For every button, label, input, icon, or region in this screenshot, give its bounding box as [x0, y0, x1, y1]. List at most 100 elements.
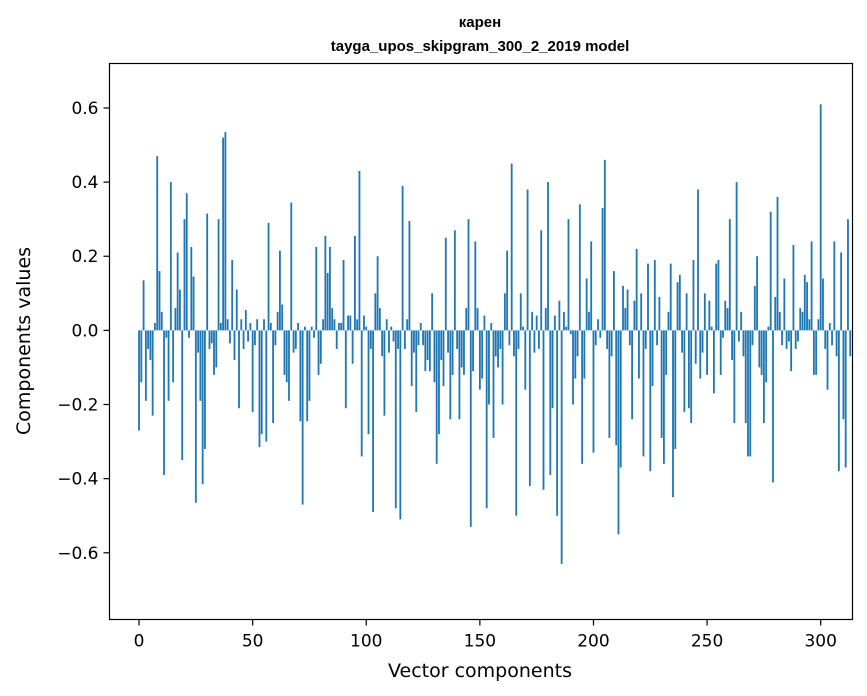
- bar-99: [363, 315, 365, 331]
- bar-93: [349, 315, 352, 331]
- bar-142: [460, 330, 463, 368]
- bar-140: [456, 330, 459, 349]
- bar-211: [617, 330, 620, 535]
- bar-224: [647, 263, 649, 331]
- bar-115: [399, 330, 402, 520]
- bar-48: [247, 330, 250, 342]
- bar-10: [160, 311, 163, 331]
- bar-195: [581, 330, 584, 464]
- bar-4: [147, 330, 150, 349]
- bar-270: [751, 330, 754, 346]
- bar-1: [140, 330, 143, 383]
- bar-184: [556, 330, 559, 516]
- bar-82: [324, 235, 327, 331]
- bar-272: [756, 256, 758, 331]
- bar-232: [665, 330, 668, 375]
- bar-241: [685, 293, 688, 331]
- bar-91: [344, 330, 347, 409]
- bar-187: [563, 311, 565, 331]
- bar-221: [640, 293, 643, 331]
- x-tick-label-0: 0: [134, 632, 145, 652]
- bar-73: [304, 326, 306, 331]
- bar-68: [292, 330, 295, 353]
- y-tick-label-0: −0.6: [57, 544, 98, 564]
- bar-231: [663, 330, 665, 464]
- bar-129: [431, 293, 434, 331]
- bar-5: [149, 330, 152, 361]
- y-tick-label-5: 0.4: [71, 173, 98, 193]
- bar-120: [410, 330, 413, 386]
- x-tick-label-200: 200: [577, 632, 609, 652]
- bar-59: [272, 330, 275, 424]
- bar-206: [606, 330, 609, 349]
- bar-159: [499, 330, 502, 349]
- bar-281: [776, 196, 779, 331]
- bar-156: [492, 330, 495, 438]
- bar-144: [465, 308, 468, 331]
- bar-260: [728, 219, 731, 331]
- x-tick-label-250: 250: [691, 632, 723, 652]
- bar-132: [438, 330, 440, 435]
- bar-12: [165, 330, 168, 338]
- bar-237: [676, 282, 679, 331]
- bar-122: [415, 330, 418, 412]
- bar-249: [703, 293, 706, 331]
- bar-30: [206, 213, 209, 331]
- bar-117: [403, 330, 406, 349]
- bar-239: [681, 330, 683, 353]
- bar-261: [731, 330, 733, 361]
- bar-244: [692, 259, 695, 331]
- bar-60: [274, 330, 277, 346]
- bar-112: [392, 330, 395, 342]
- bar-124: [419, 322, 422, 331]
- bar-256: [719, 330, 722, 375]
- bar-146: [469, 330, 472, 527]
- bar-25: [194, 330, 197, 503]
- bar-284: [783, 278, 786, 331]
- bar-32: [210, 330, 213, 344]
- bar-2: [142, 280, 145, 331]
- bar-154: [488, 330, 490, 405]
- bar-302: [824, 330, 827, 349]
- bar-190: [569, 330, 572, 335]
- bar-161: [503, 293, 506, 331]
- bar-44: [238, 330, 240, 409]
- x-axis-ticks: 0 50 100 150 200 250 300: [134, 619, 837, 652]
- bar-298: [815, 330, 818, 375]
- bar-0: [138, 330, 140, 431]
- bar-139: [453, 230, 456, 331]
- bar-58: [269, 322, 272, 331]
- bar-306: [833, 241, 836, 331]
- bar-240: [683, 330, 686, 412]
- bar-90: [342, 259, 345, 331]
- bar-155: [490, 322, 493, 331]
- bar-95: [353, 235, 356, 331]
- bar-198: [588, 311, 590, 331]
- bar-165: [513, 330, 515, 357]
- bar-213: [622, 285, 624, 331]
- bar-160: [501, 330, 504, 405]
- bar-201: [594, 330, 597, 346]
- bar-101: [367, 330, 370, 435]
- bar-186: [560, 330, 563, 564]
- bar-236: [674, 330, 677, 449]
- bar-125: [422, 330, 424, 346]
- bar-39: [226, 319, 229, 331]
- bar-294: [806, 282, 808, 331]
- bar-293: [803, 274, 806, 331]
- bar-75: [308, 330, 311, 401]
- bar-229: [658, 297, 661, 331]
- bar-194: [578, 204, 581, 331]
- bar-250: [706, 330, 708, 375]
- bar-288: [792, 245, 795, 331]
- bar-309: [840, 252, 843, 331]
- bar-177: [540, 230, 543, 331]
- bar-15: [172, 330, 175, 383]
- bar-63: [281, 304, 284, 331]
- x-tick-label-150: 150: [464, 632, 496, 652]
- bar-98: [360, 330, 363, 457]
- bar-119: [408, 221, 411, 331]
- x-tick-label-50: 50: [242, 632, 264, 652]
- bar-182: [551, 330, 554, 409]
